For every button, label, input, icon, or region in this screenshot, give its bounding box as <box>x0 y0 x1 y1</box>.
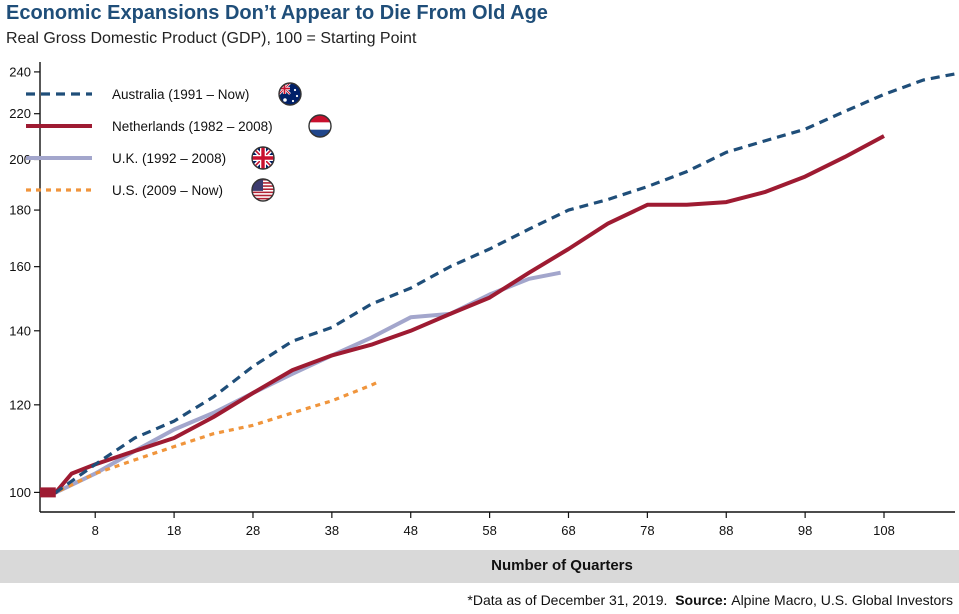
y-tick-label: 140 <box>9 323 31 338</box>
y-tick-label: 160 <box>9 259 31 274</box>
x-tick-label: 108 <box>873 523 895 538</box>
australia-flag <box>278 82 302 106</box>
chart-legend: Australia (1991 – Now) Netherlands (1982 … <box>26 82 332 202</box>
chart-axes: 100 120 140 160 180 200 220 240 8 18 28 38 48 58 68 78 8… <box>9 62 955 538</box>
y-tick-label: 200 <box>9 152 31 167</box>
x-tick-label: 38 <box>325 523 339 538</box>
x-tick-label: 98 <box>798 523 812 538</box>
x-tick-label: 18 <box>167 523 181 538</box>
legend-label: U.K. (1992 – 2008) <box>112 151 226 166</box>
chart-subtitle: Real Gross Domestic Product (GDP), 100 =… <box>6 30 417 47</box>
source-label: Source: <box>675 592 728 608</box>
footnote: *Data as of December 31, 2019. Source: A… <box>467 592 953 608</box>
x-tick-label: 88 <box>719 523 733 538</box>
legend-label: Australia (1991 – Now) <box>112 87 249 102</box>
x-tick-label: 78 <box>640 523 654 538</box>
uk-flag <box>251 146 275 170</box>
y-tick-label: 180 <box>9 203 31 218</box>
start-marker <box>40 487 56 498</box>
x-tick-label: 68 <box>561 523 575 538</box>
x-axis-label-bar <box>0 550 959 583</box>
y-tick-label: 100 <box>9 485 31 500</box>
data-note: *Data as of December 31, 2019. <box>467 592 668 608</box>
y-tick-label: 240 <box>9 64 31 79</box>
x-tick-label: 8 <box>92 523 99 538</box>
y-tick-label: 220 <box>9 106 31 121</box>
netherlands-flag <box>308 114 332 138</box>
chart-title: Economic Expansions Don’t Appear to Die … <box>6 2 548 24</box>
x-tick-label: 48 <box>403 523 417 538</box>
source-text: Alpine Macro, U.S. Global Investors <box>731 592 953 608</box>
series-line-us <box>40 379 380 494</box>
y-tick-label: 120 <box>9 397 31 412</box>
series-line-uk <box>40 270 561 495</box>
series-line-australia <box>40 72 956 494</box>
legend-label: U.S. (2009 – Now) <box>112 183 223 198</box>
line-chart: 100 120 140 160 180 200 220 240 8 18 28 38 48 58 68 78 8… <box>9 62 956 538</box>
us-flag <box>251 178 275 202</box>
series-layer <box>40 72 956 498</box>
x-tick-label: 58 <box>482 523 496 538</box>
x-tick-label: 28 <box>246 523 260 538</box>
series-line-netherlands <box>40 134 885 495</box>
legend-label: Netherlands (1982 – 2008) <box>112 119 273 134</box>
x-axis-label: Number of Quarters <box>491 557 633 574</box>
